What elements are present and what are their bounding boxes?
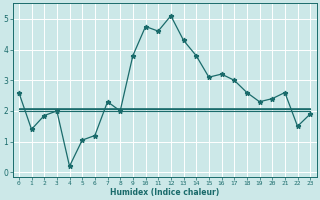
X-axis label: Humidex (Indice chaleur): Humidex (Indice chaleur) bbox=[110, 188, 219, 197]
